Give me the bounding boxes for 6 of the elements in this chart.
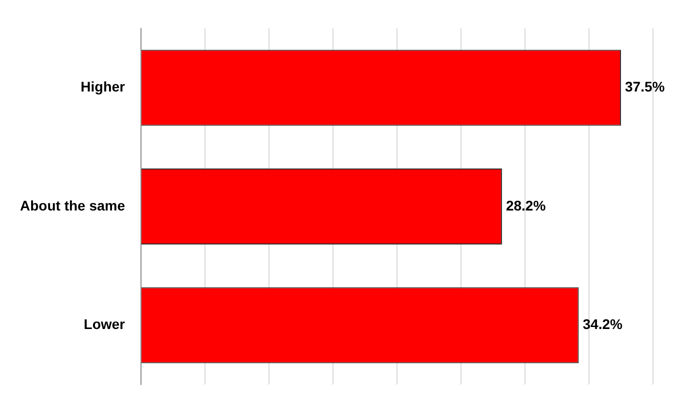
data-label: 34.2% [582,316,624,332]
y-tick-label: Higher [80,78,126,95]
y-tick-label: Lower [84,316,126,332]
data-label: 37.5% [625,78,666,95]
y-tick-label: About the same [20,197,126,214]
data-label: 28.2% [506,197,546,214]
